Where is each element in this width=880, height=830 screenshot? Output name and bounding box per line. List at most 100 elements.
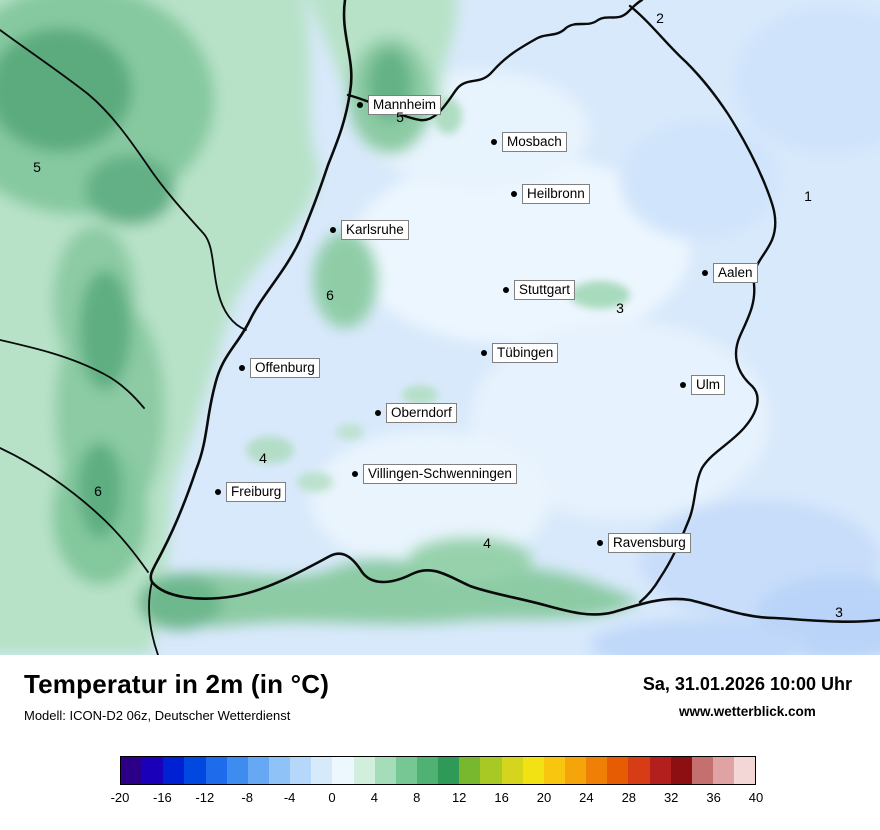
legend-tick-label: 12 [451,790,467,805]
legend-color-segment [438,757,460,784]
legend-tick-label: 36 [706,790,721,805]
legend-color-segment [628,757,650,784]
legend-tick-label: -8 [241,790,253,805]
legend-color-segment [226,757,248,784]
city-label: Karlsruhe [341,220,409,240]
temperature-value-label: 4 [259,450,267,466]
legend-color-segment [564,757,587,784]
legend-tick-labels: -20 -16 -12 -8 -4 0 4 8 12 16 20 24 28 32 36 40 [111,790,764,808]
legend-tick-label: 24 [579,790,594,805]
legend-tick-label: 40 [748,790,764,805]
temperature-value-label: 6 [94,483,102,499]
city-label: Oberndorf [386,403,457,423]
city-marker: Offenburg [239,358,320,378]
temperature-value-label: 6 [326,287,334,303]
city-label: Villingen-Schwenningen [363,464,517,484]
city-marker: Ulm [680,375,725,395]
legend-color-segment [501,757,523,784]
city-label: Ulm [691,375,725,395]
temperature-value-label: 3 [616,300,624,316]
city-label: Freiburg [226,482,287,502]
temperature-legend: -20 -16 -12 -8 -4 0 4 8 12 16 20 24 28 32 36 40 [111,756,764,808]
legend-color-segment [121,757,143,784]
legend-color-segment [670,757,692,784]
city-marker: Mosbach [491,132,567,152]
legend-tick-label: 4 [370,790,379,805]
temperature-value-label: 4 [483,535,491,551]
legend-tick-label: 0 [328,790,336,805]
city-dot-icon [481,350,487,356]
legend-tick-label: -20 [110,790,130,805]
city-marker: Karlsruhe [330,220,409,240]
legend-tick-label: 20 [536,790,552,805]
legend-color-segment [459,757,481,784]
city-marker: Tübingen [481,343,559,363]
city-marker: Villingen-Schwenningen [352,464,517,484]
legend-color-segment [416,757,439,784]
map-overlay: Mannheim Mosbach Heilbronn Karlsruhe Aalen St… [33,10,843,620]
legend-tick-label: -12 [195,790,215,805]
city-marker: Oberndorf [375,403,457,423]
legend-color-segment [543,757,565,784]
legend-color-segment [353,757,375,784]
city-label: Tübingen [492,343,559,363]
legend-tick-label: 8 [413,790,421,805]
city-marker: Ravensburg [597,533,691,553]
legend-color-segment [184,757,206,784]
city-dot-icon [702,270,708,276]
legend-color-segment [649,757,671,784]
city-dot-icon [680,382,686,388]
legend-tick-label: -16 [152,790,172,805]
legend-tick-label: 16 [494,790,509,805]
city-dot-icon [330,227,336,233]
city-dot-icon [511,191,517,197]
city-dot-icon [375,410,381,416]
footer-left: Temperatur in 2m (in °C) Modell: ICON-D2… [24,669,329,723]
city-label: Heilbronn [522,184,590,204]
legend-color-segment [734,757,755,784]
map-footer: Temperatur in 2m (in °C) Modell: ICON-D2… [0,655,880,723]
legend-color-bar [120,756,756,785]
legend-color-segment [290,757,312,784]
city-label: Aalen [713,263,758,283]
city-dot-icon [503,287,509,293]
city-dot-icon [352,471,358,477]
city-dot-icon [215,489,221,495]
website-label: www.wetterblick.com [679,704,816,719]
legend-color-segment [522,757,544,784]
legend-tick-label: 32 [663,790,679,805]
footer-right: Sa, 31.01.2026 10:00 Uhr www.wetterblick… [643,674,852,719]
temperature-value-label: 1 [804,188,812,204]
legend-color-segment [142,757,164,784]
city-marker: Stuttgart [503,280,576,300]
temperature-value-label: 3 [835,604,843,620]
legend-tick-label: 28 [621,790,637,805]
legend-color-segment [691,757,713,784]
city-label: Mannheim [368,95,442,115]
map-title: Temperatur in 2m (in °C) [24,669,330,699]
legend-color-segment [268,757,291,784]
city-label: Stuttgart [514,280,576,300]
city-dot-icon [239,365,245,371]
temperature-value-label: 2 [656,10,664,26]
legend-color-segment [607,757,629,784]
city-marker: Mannheim [357,95,442,115]
legend-color-segment [586,757,608,784]
city-dot-icon [597,540,603,546]
city-marker: Heilbronn [511,184,590,204]
legend-color-segment [205,757,227,784]
legend-color-segment [163,757,185,784]
city-label: Offenburg [250,358,320,378]
city-dot-icon [491,139,497,145]
legend-tick-label: -4 [283,790,296,805]
legend-color-segment [712,757,735,784]
city-dot-icon [357,102,363,108]
legend-color-segment [332,757,354,784]
temperature-map: Mannheim Mosbach Heilbronn Karlsruhe Aalen St… [0,0,880,655]
temperature-value-label: 5 [396,109,404,125]
legend-color-segment [311,757,333,784]
temperature-value-label: 5 [33,159,41,175]
datetime-label: Sa, 31.01.2026 10:00 Uhr [642,674,852,694]
city-marker: Freiburg [215,482,287,502]
